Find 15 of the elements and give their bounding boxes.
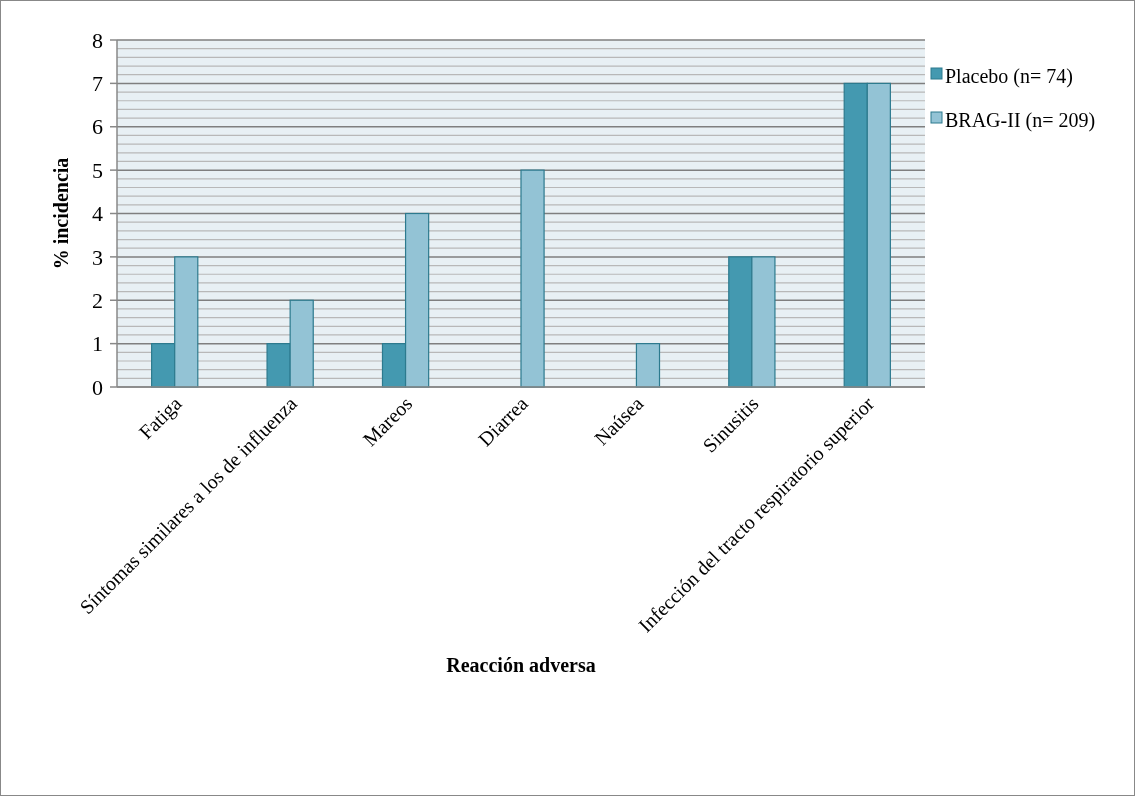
legend-label: Placebo (n= 74) <box>945 65 1073 88</box>
y-axis-title: % incidencia <box>50 157 72 270</box>
y-tick-label: 8 <box>92 27 103 53</box>
bar <box>635 343 661 388</box>
legend-label: BRAG-II (n= 209) <box>945 109 1096 132</box>
y-tick-label: 4 <box>92 201 103 227</box>
y-tick-label: 6 <box>92 114 103 140</box>
y-tick-label: 2 <box>92 287 103 313</box>
x-axis-title: Reacción adversa <box>446 654 596 676</box>
bar <box>520 169 545 388</box>
y-tick-label: 5 <box>92 157 103 183</box>
y-tick-label: 3 <box>92 244 103 270</box>
y-tick-label: 0 <box>92 374 103 400</box>
y-tick-label: 7 <box>92 71 103 97</box>
y-tick-label: 1 <box>92 331 103 357</box>
